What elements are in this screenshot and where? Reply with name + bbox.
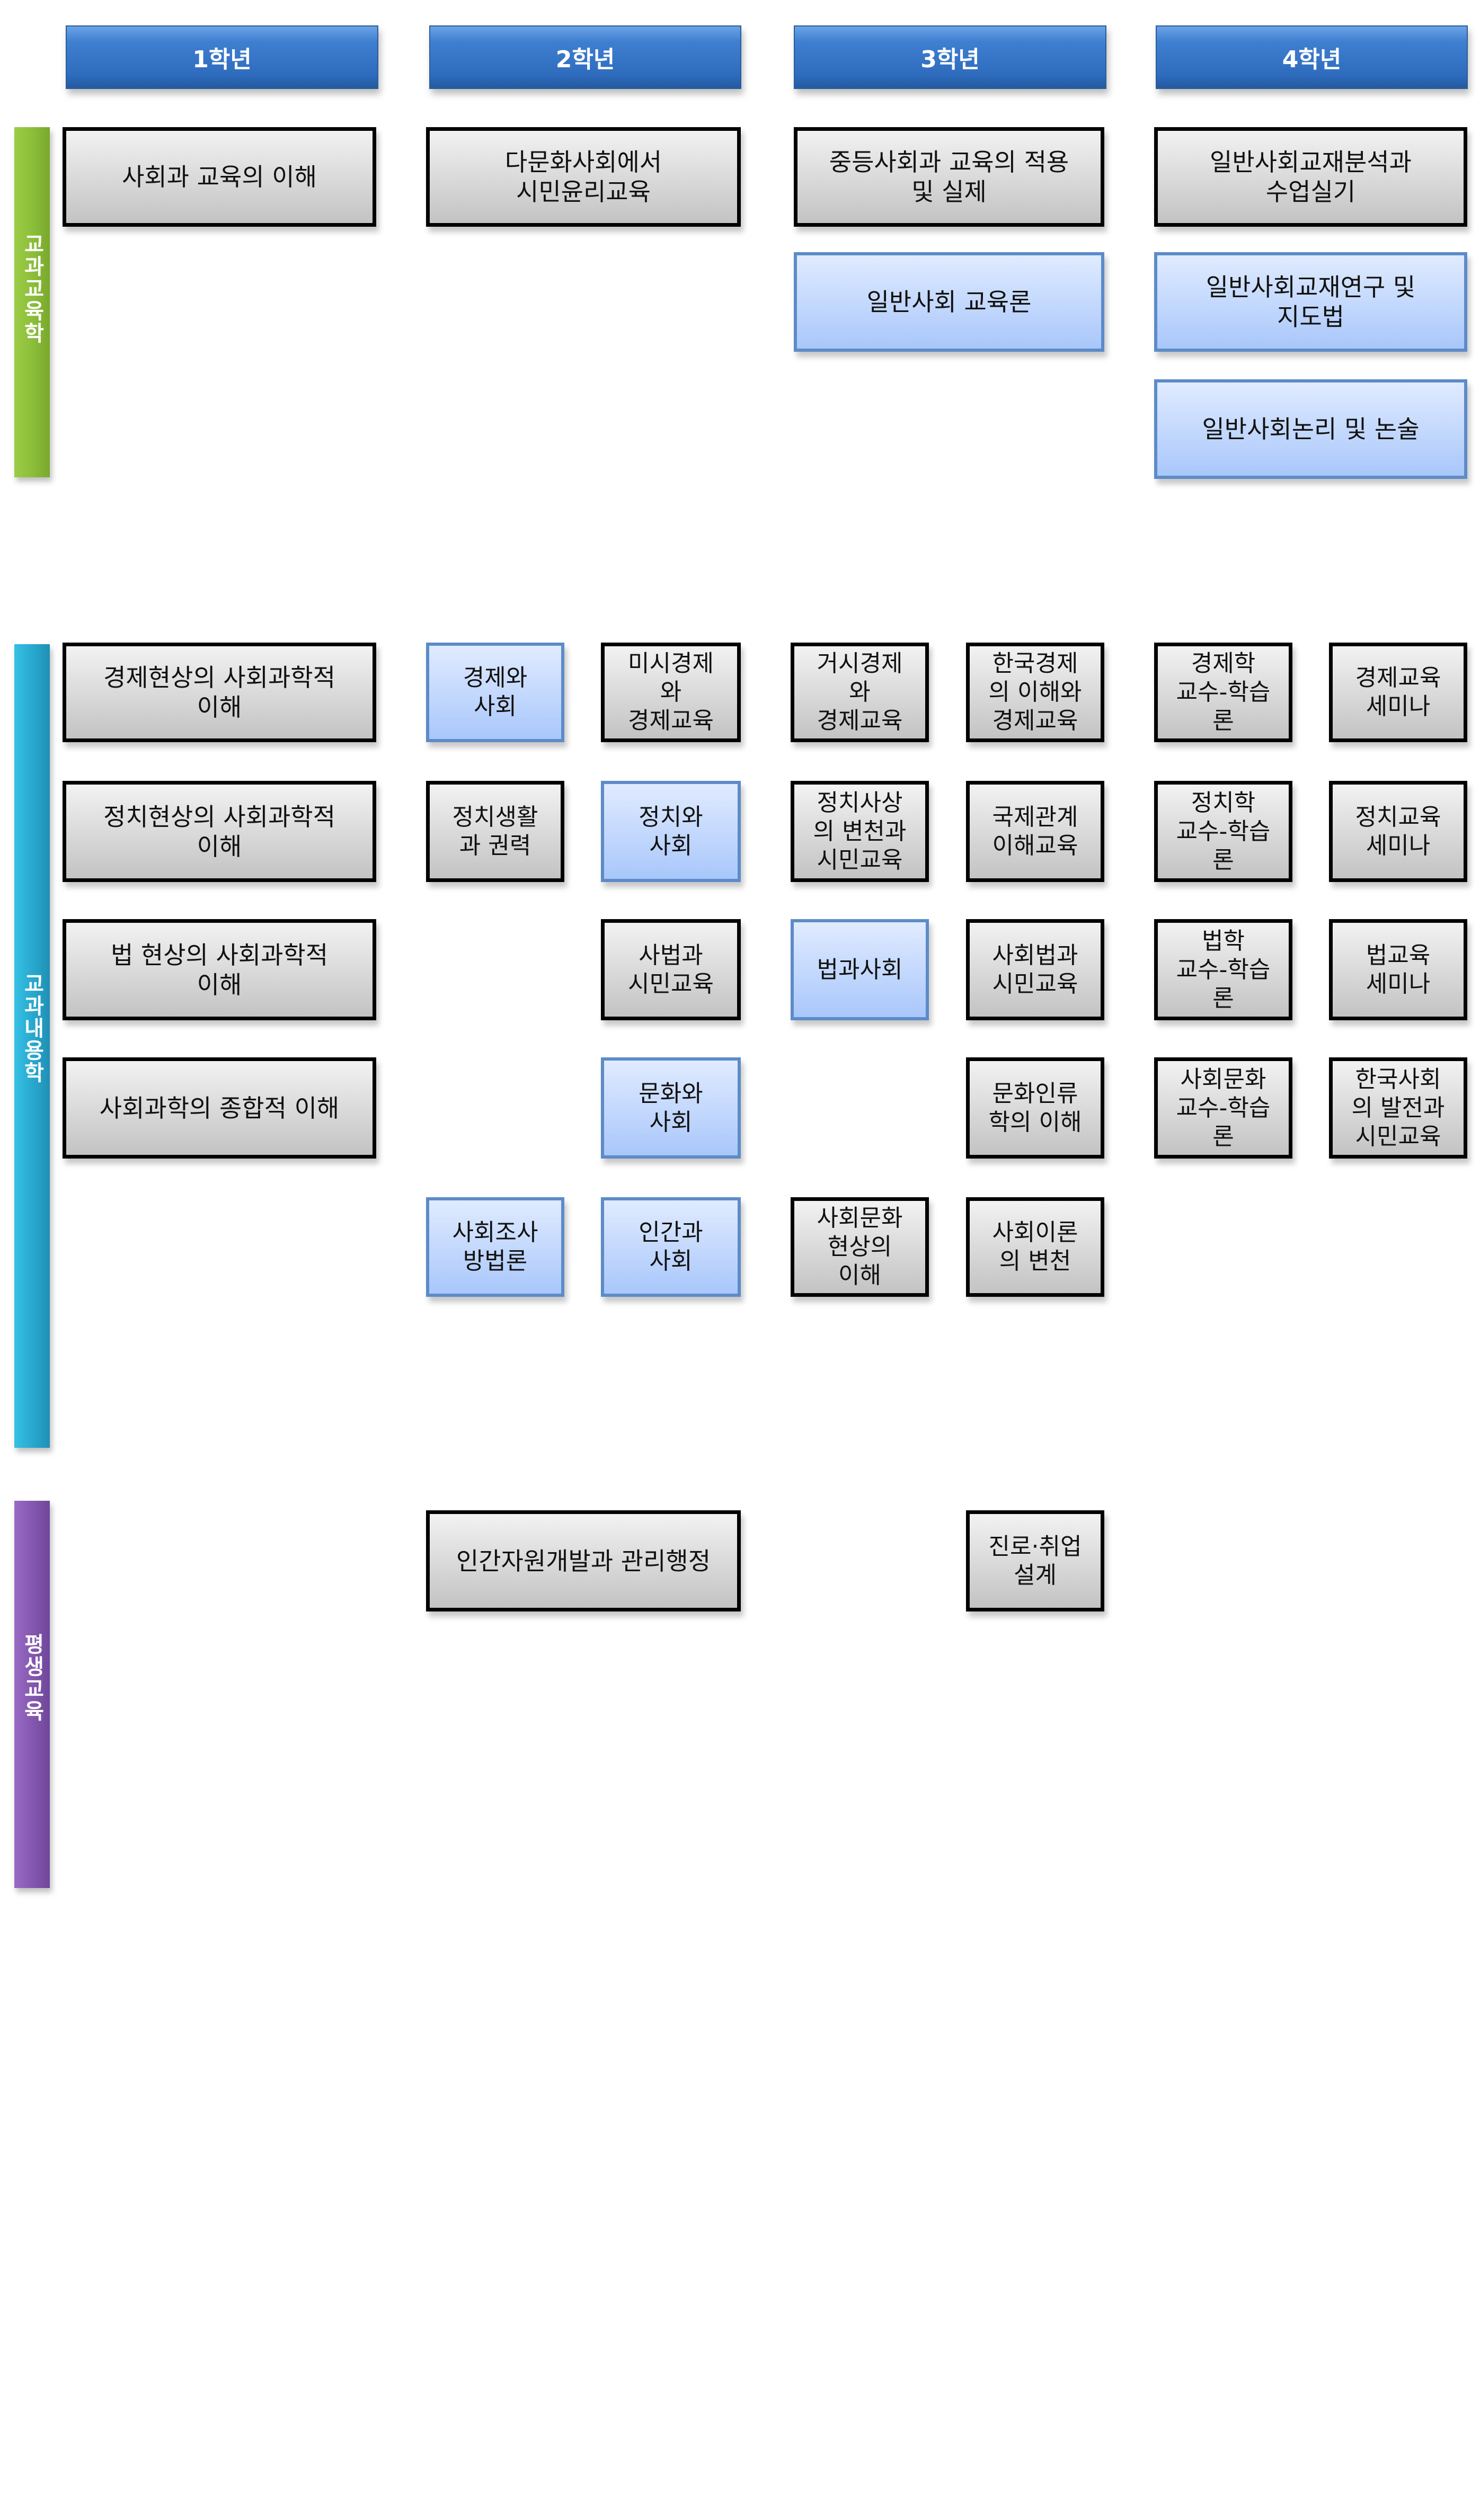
course-box: 인간자원개발과 관리행정 xyxy=(426,1510,741,1611)
course-box: 다문화사회에서 시민윤리교육 xyxy=(426,127,741,227)
course-box: 법 현상의 사회과학적 이해 xyxy=(63,919,376,1020)
course-box: 일반사회교재연구 및 지도법 xyxy=(1154,252,1467,352)
course-box: 경제학 교수-학습 론 xyxy=(1154,643,1292,742)
course-box: 문화와 사회 xyxy=(601,1057,741,1159)
course-box: 문화인류 학의 이해 xyxy=(966,1057,1104,1159)
course-box: 미시경제 와 경제교육 xyxy=(601,643,741,742)
course-box: 일반사회 교육론 xyxy=(794,252,1104,352)
course-box: 사회과 교육의 이해 xyxy=(63,127,376,227)
course-box: 법과사회 xyxy=(791,919,929,1020)
course-box: 진로·취업 설계 xyxy=(966,1510,1104,1611)
course-box: 정치학 교수-학습 론 xyxy=(1154,781,1292,882)
course-box: 사회법과 시민교육 xyxy=(966,919,1104,1020)
category-bar-subject-content: 교과내용학 xyxy=(14,644,50,1448)
category-label: 평생교육 xyxy=(20,1633,45,1722)
course-box: 인간과 사회 xyxy=(601,1197,741,1297)
course-box: 정치현상의 사회과학적 이해 xyxy=(63,781,376,882)
course-box: 사회문화 현상의 이해 xyxy=(791,1197,929,1297)
category-bar-subject-education: 교과교육학 xyxy=(14,127,50,477)
course-box: 사회과학의 종합적 이해 xyxy=(63,1057,376,1159)
course-box: 사회이론 의 변천 xyxy=(966,1197,1104,1297)
course-box: 정치교육 세미나 xyxy=(1329,781,1467,882)
year-header-3: 3학년 xyxy=(794,25,1106,89)
category-label: 교과내용학 xyxy=(20,973,45,1084)
year-header-1: 1학년 xyxy=(66,25,378,89)
year-header-4: 4학년 xyxy=(1156,25,1468,89)
course-box: 정치와 사회 xyxy=(601,781,741,882)
course-box: 법교육 세미나 xyxy=(1329,919,1467,1020)
course-box: 정치생활 과 권력 xyxy=(426,781,564,882)
course-box: 거시경제 와 경제교육 xyxy=(791,643,929,742)
course-box: 국제관계 이해교육 xyxy=(966,781,1104,882)
category-label: 교과교육학 xyxy=(20,233,45,344)
course-box: 한국경제 의 이해와 경제교육 xyxy=(966,643,1104,742)
year-header-2: 2학년 xyxy=(429,25,741,89)
course-box: 사회조사 방법론 xyxy=(426,1197,564,1297)
course-box: 정치사상 의 변천과 시민교육 xyxy=(791,781,929,882)
course-box: 일반사회논리 및 논술 xyxy=(1154,379,1467,479)
course-box: 경제와 사회 xyxy=(426,643,564,742)
category-bar-lifelong-education: 평생교육 xyxy=(14,1501,50,1888)
course-box: 일반사회교재분석과 수업실기 xyxy=(1154,127,1467,227)
course-box: 중등사회과 교육의 적용 및 실제 xyxy=(794,127,1104,227)
course-box: 한국사회 의 발전과 시민교육 xyxy=(1329,1057,1467,1159)
course-box: 사회문화 교수-학습 론 xyxy=(1154,1057,1292,1159)
course-box: 사법과 시민교육 xyxy=(601,919,741,1020)
course-box: 경제현상의 사회과학적 이해 xyxy=(63,643,376,742)
course-box: 경제교육 세미나 xyxy=(1329,643,1467,742)
course-box: 법학 교수-학습 론 xyxy=(1154,919,1292,1020)
